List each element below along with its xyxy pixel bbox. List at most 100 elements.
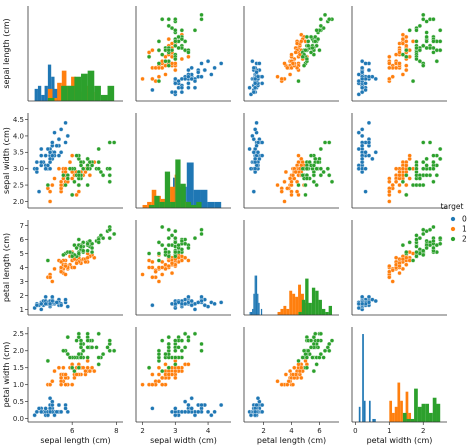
point-1-26-r1-c0	[87, 173, 93, 178]
legend-label-1: 1	[462, 225, 467, 234]
x-tick-label: 4	[289, 427, 294, 435]
point-1-29-r0-c2	[282, 61, 287, 66]
point-2-22-r2-c1	[166, 227, 171, 232]
point-2-31-r1-c2	[322, 140, 328, 145]
point-0-47-r1-c0	[39, 159, 44, 165]
point-1-10-r3-c1	[140, 382, 145, 387]
point-2-48-r3-c2	[308, 338, 314, 343]
hist-bar-0-0-0	[34, 88, 38, 101]
point-2-6-r2-c3	[410, 258, 416, 263]
panel-r0-c3	[351, 6, 447, 102]
point-1-29-r2-c1	[160, 272, 165, 277]
point-2-31-r1-c0	[111, 140, 117, 145]
point-0-22-r0-c1	[192, 85, 198, 90]
point-1-33-r1-c3	[407, 176, 412, 181]
point-0-15-r0-c1	[218, 61, 224, 66]
panel-r0-c0	[27, 6, 123, 102]
point-2-2-r3-c0	[94, 345, 99, 350]
point-2-43-r0-c1	[179, 36, 185, 42]
point-2-30-r1-c2	[318, 173, 324, 178]
point-2-21-r0-c2	[301, 63, 307, 68]
point-1-31-r2-c1	[153, 269, 158, 274]
point-0-42-r1-c0	[34, 159, 40, 165]
point-2-31-r3-c1	[199, 348, 204, 353]
y-tick-label: 7	[20, 222, 24, 230]
point-2-26-r2-c1	[166, 254, 171, 259]
point-1-12-r2-c1	[146, 265, 152, 270]
hist-bar-0-2-7	[258, 302, 260, 315]
point-1-35-r1-c2	[296, 153, 301, 158]
point-2-22-r0-c2	[327, 17, 332, 22]
point-0-25-r1-c0	[47, 166, 53, 171]
point-2-44-r1-c0	[85, 156, 90, 162]
point-2-33-r3-c2	[304, 365, 310, 370]
point-2-9-r1-c3	[438, 146, 443, 152]
panel-r2-c2	[243, 220, 339, 316]
point-0-14-r0-c1	[205, 59, 211, 64]
point-2-45-r3-c1	[173, 338, 178, 343]
point-2-9-r3-c1	[192, 331, 198, 336]
point-0-15-r1-c3	[366, 120, 372, 126]
point-2-34-r0-c3	[400, 52, 406, 57]
point-2-36-r3-c0	[76, 335, 81, 340]
point-0-44-r2-c0	[50, 294, 55, 300]
point-1-29-r0-c3	[387, 61, 392, 66]
point-2-21-r0-c3	[421, 63, 426, 68]
hist-bar-0-0-6	[54, 88, 58, 101]
point-2-7-r1-c2	[321, 169, 326, 175]
point-1-45-r1-c3	[393, 166, 399, 171]
point-0-43-r1-c3	[373, 150, 378, 155]
point-2-48-r3-c1	[186, 338, 191, 343]
point-2-29-r0-c2	[314, 28, 319, 33]
legend-marker-2	[450, 236, 456, 242]
point-2-6-r0-c1	[156, 78, 162, 84]
point-2-25-r0-c3	[414, 28, 419, 33]
point-1-31-r2-c3	[387, 269, 392, 274]
point-1-25-r0-c2	[294, 41, 300, 46]
point-2-17-r1-c0	[107, 140, 112, 145]
point-2-18-r1-c0	[107, 179, 112, 184]
point-1-22-r3-c1	[156, 365, 162, 370]
point-0-14-r3-c0	[65, 409, 70, 414]
point-2-22-r0-c3	[421, 17, 426, 22]
point-2-19-r1-c0	[70, 192, 75, 198]
point-1-26-r3-c0	[87, 368, 93, 374]
point-0-48-r1-c0	[54, 143, 59, 148]
point-1-48-r2-c3	[390, 279, 395, 284]
point-0-36-r3-c0	[58, 409, 64, 414]
point-2-30-r2-c1	[166, 235, 171, 241]
point-2-31-r0-c1	[199, 12, 204, 18]
point-1-25-r0-c3	[400, 41, 406, 46]
hist-bar-1-2-3	[286, 308, 290, 315]
point-1-48-r1-c2	[275, 182, 280, 188]
hist-bar-1-2-6	[295, 296, 299, 315]
hist-bar-0-2-6	[257, 293, 259, 315]
point-2-34-r2-c3	[400, 242, 406, 248]
panel-r2-c0	[27, 220, 123, 316]
hist-bar-1-3-6	[405, 391, 409, 422]
hist-bar-1-0-1	[52, 97, 58, 101]
hist-bar-0-1-5	[186, 162, 194, 208]
point-2-41-r0-c2	[304, 34, 310, 40]
point-1-23-r0-c3	[393, 52, 399, 57]
point-2-9-r1-c0	[96, 146, 101, 152]
point-2-30-r3-c0	[100, 351, 106, 357]
point-0-49-r1-c0	[47, 156, 53, 162]
y-tick-label: 2.0	[13, 347, 24, 355]
point-2-39-r0-c3	[424, 34, 429, 40]
point-2-46-r2-c0	[76, 251, 81, 256]
x-tick-label: 2	[261, 427, 265, 435]
hist-bar-1-0-2	[57, 82, 62, 101]
point-2-9-r1-c2	[318, 146, 324, 152]
x-tick-label: 0	[353, 427, 357, 435]
point-1-16-r3-c0	[61, 365, 66, 370]
point-0-42-r0-c2	[251, 89, 256, 95]
y-tick-label: 1.0	[13, 381, 24, 389]
point-1-10-r2-c1	[140, 272, 145, 277]
point-2-37-r0-c1	[176, 45, 181, 51]
x-tick-label: 2	[421, 427, 425, 435]
point-0-22-r1-c0	[39, 146, 44, 152]
point-1-11-r3-c2	[292, 365, 297, 370]
point-0-49-r0-c3	[360, 76, 365, 82]
hist-bar-1-2-5	[292, 293, 296, 315]
